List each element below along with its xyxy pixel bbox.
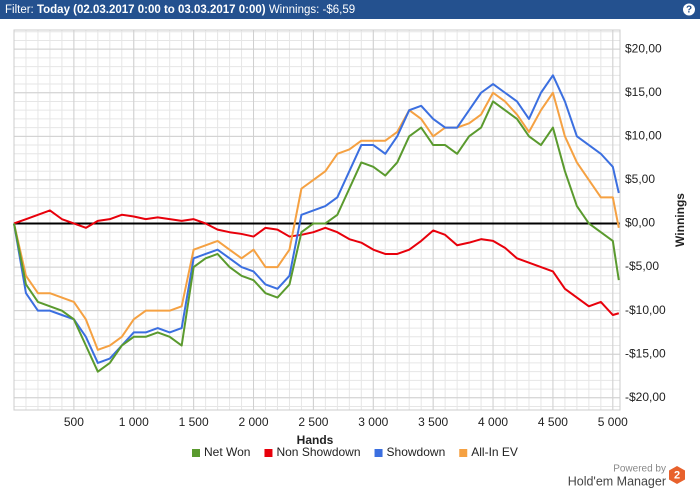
legend-label: All-In EV — [471, 445, 518, 459]
x-tick-label: 500 — [64, 415, 84, 429]
legend-label: Net Won — [204, 445, 250, 459]
legend-label: Showdown — [387, 445, 446, 459]
x-tick-label: 4 000 — [478, 415, 508, 429]
y-tick-label: $20,00 — [625, 41, 662, 55]
x-tick-label: 4 500 — [538, 415, 568, 429]
header-bar — [0, 0, 700, 19]
y-tick-label: $10,00 — [625, 129, 662, 143]
x-axis-label: Hands — [297, 433, 334, 447]
series-line — [13, 91, 620, 351]
logo-number: 2 — [674, 469, 680, 481]
series-line — [13, 74, 620, 364]
help-icon[interactable]: ? — [686, 5, 692, 16]
help-button[interactable] — [683, 3, 695, 16]
legend-marker — [459, 449, 468, 457]
powered-by: Powered by — [613, 464, 666, 475]
legend-label: Non Showdown — [276, 445, 360, 459]
product-name: Hold'em Manager — [568, 474, 666, 488]
winnings-label: Winnings: — [269, 4, 320, 16]
legend-marker — [192, 449, 200, 457]
header-text: Filter: Today (02.03.2017 0:00 to 03.03.… — [5, 4, 355, 16]
y-axis-label: Winnings — [673, 193, 687, 247]
y-tick-label: -$15,00 — [625, 346, 666, 360]
x-tick-label: 3 000 — [358, 415, 388, 429]
winnings-value: -$6,59 — [323, 4, 356, 16]
y-tick-label: -$20,00 — [625, 390, 666, 404]
y-tick-label: -$10,00 — [625, 303, 666, 317]
x-tick-label: 1 000 — [119, 415, 149, 429]
filter-value: Today (02.03.2017 0:00 to 03.03.2017 0:0… — [37, 4, 266, 16]
legend-marker — [374, 449, 383, 457]
y-tick-label: $0,00 — [625, 216, 655, 230]
x-tick-label: 2 000 — [239, 415, 269, 429]
y-tick-label: $15,00 — [625, 85, 662, 99]
x-tick-label: 3 500 — [418, 415, 448, 429]
y-tick-label: $5,00 — [625, 172, 655, 186]
filter-label: Filter: — [5, 4, 34, 16]
x-tick-label: 1 500 — [179, 415, 209, 429]
logo — [669, 466, 685, 484]
x-tick-label: 5 000 — [598, 415, 628, 429]
series-line — [13, 209, 620, 316]
y-tick-label: -$5,00 — [625, 259, 659, 273]
legend-marker — [264, 449, 273, 457]
x-tick-label: 2 500 — [298, 415, 328, 429]
plot-border — [13, 29, 621, 411]
series-line — [13, 100, 620, 373]
